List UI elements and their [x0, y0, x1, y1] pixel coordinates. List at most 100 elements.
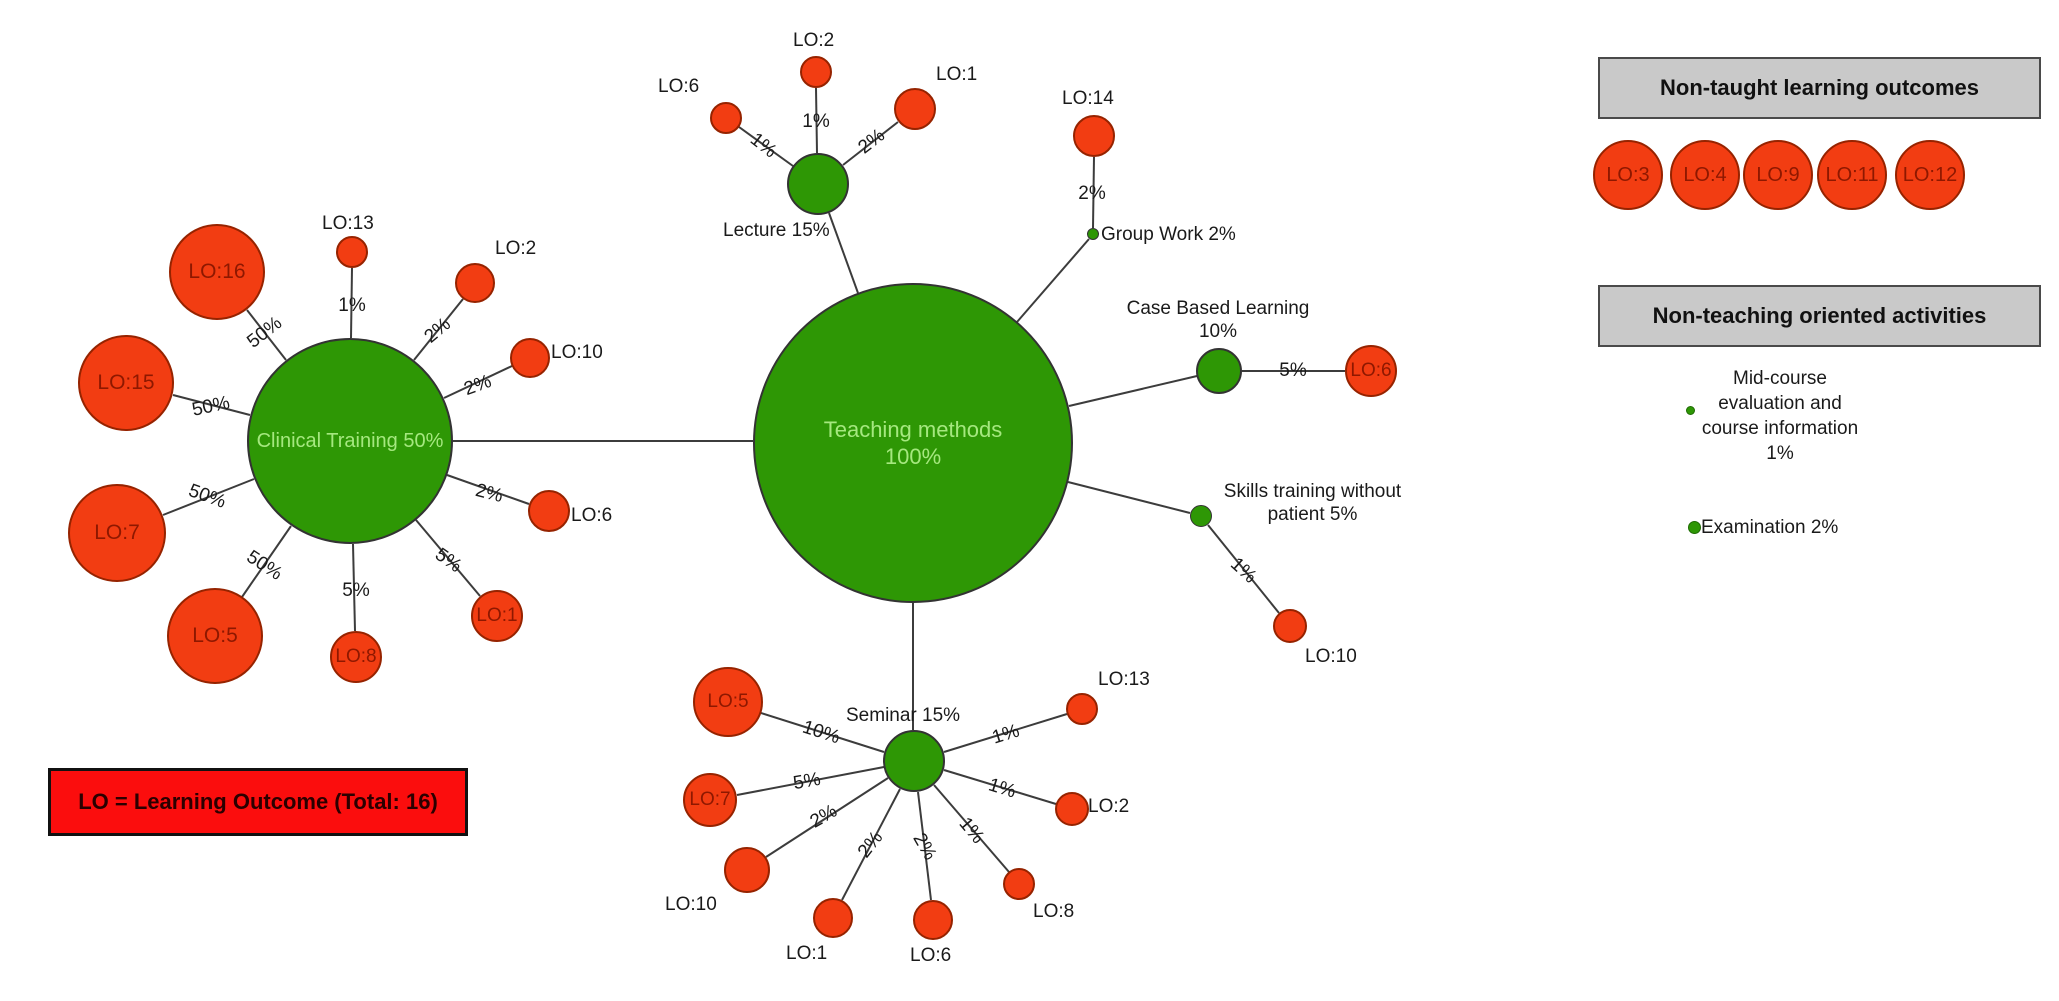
lecture-lo2-weight: 1%	[802, 111, 830, 132]
non-taught-title: Non-taught learning outcomes	[1660, 75, 1979, 100]
clinical-lo7-label: LO:7	[94, 521, 140, 544]
link-seminar-lo8	[933, 784, 1010, 873]
group-work-node	[1087, 228, 1099, 240]
link-skills-lo10	[1207, 524, 1280, 614]
link-lecture-lo6	[738, 126, 794, 167]
skills-lo10-caption: LO:10	[1305, 646, 1357, 667]
legend-lo12-node: LO:12	[1895, 140, 1965, 210]
seminar-lo6-caption: LO:6	[910, 945, 952, 966]
mid-course-label: Mid-course evaluation and course informa…	[1701, 368, 1859, 465]
lecture-lo6-caption: LO:6	[658, 76, 700, 97]
seminar-lo6-node	[913, 900, 953, 940]
seminar-lo13-node	[1066, 693, 1098, 725]
clinical-training-label: Clinical Training 50%	[256, 429, 444, 452]
non-taught-header: Non-taught learning outcomes	[1598, 57, 2041, 119]
examination-dot	[1688, 521, 1701, 534]
seminar-lo7-weight: 5%	[791, 768, 823, 795]
link-groupwork-lo14	[1092, 156, 1095, 229]
clinical-training-node: Clinical Training 50%	[247, 338, 453, 544]
legend-lo9-label: LO:9	[1756, 163, 1800, 186]
seminar-lo1-caption: LO:1	[786, 943, 828, 964]
clinical-lo2-node	[455, 263, 495, 303]
teaching-methods-label: Teaching methods 100%	[823, 416, 1003, 470]
clinical-lo1-label: LO:1	[476, 605, 518, 626]
groupwork-lo14-node	[1073, 115, 1115, 157]
clinical-lo13-node	[336, 236, 368, 268]
lecture-label: Lecture 15%	[723, 220, 830, 241]
skills-training-label: Skills training without patient 5%	[1223, 481, 1402, 526]
seminar-lo5-label: LO:5	[707, 691, 749, 712]
link-clinical-lo8	[352, 543, 356, 632]
link-clinical-lo2	[413, 298, 464, 361]
clinical-lo8-weight: 5%	[342, 580, 370, 601]
legend-lo11-label: LO:11	[1825, 163, 1879, 186]
casebased-lo6-node: LO:6	[1345, 345, 1397, 397]
skills-lo10-node	[1273, 609, 1307, 643]
legend-lo12-label: LO:12	[1902, 163, 1958, 186]
lo-note-text: LO = Learning Outcome (Total: 16)	[78, 789, 438, 814]
non-teaching-title: Non-teaching oriented activities	[1652, 303, 1987, 328]
link-seminar-lo2	[943, 769, 1057, 805]
lecture-lo2-node	[800, 56, 832, 88]
link-clinical-lo15	[172, 394, 251, 416]
seminar-lo8-node	[1003, 868, 1035, 900]
mid-course-dot	[1686, 406, 1695, 415]
link-seminar-lo10	[765, 777, 889, 858]
link-clinical-lo5	[241, 525, 292, 598]
seminar-lo2-node	[1055, 792, 1089, 826]
link-seminar-lo7	[736, 766, 885, 796]
link-seminar-lo6	[917, 791, 932, 901]
lecture-node	[787, 153, 849, 215]
lecture-lo1-caption: LO:1	[936, 64, 978, 85]
clinical-lo10-caption: LO:10	[551, 342, 603, 363]
link-lecture-lo1	[842, 121, 899, 166]
casebased-lo6-weight: 5%	[1279, 360, 1307, 381]
group-work-label: Group Work 2%	[1101, 224, 1236, 245]
legend-lo9-node: LO:9	[1743, 140, 1813, 210]
link-clinical-lo6	[446, 474, 530, 505]
clinical-lo13-caption: LO:13	[322, 213, 374, 234]
case-based-label: Case Based Learning 10%	[1126, 298, 1310, 343]
teaching-methods-node: Teaching methods 100%	[753, 283, 1073, 603]
seminar-lo7-node: LO:7	[683, 773, 737, 827]
lecture-lo2-caption: LO:2	[793, 30, 835, 51]
non-teaching-header: Non-teaching oriented activities	[1598, 285, 2041, 347]
casebased-lo6-label: LO:6	[1350, 360, 1392, 381]
clinical-lo15-node: LO:15	[78, 335, 174, 431]
groupwork-lo14-weight: 2%	[1078, 183, 1106, 204]
clinical-lo8-label: LO:8	[335, 646, 377, 667]
clinical-lo13-weight: 1%	[338, 295, 366, 316]
clinical-lo1-node: LO:1	[471, 590, 523, 642]
seminar-lo10-caption: LO:10	[665, 894, 717, 915]
clinical-lo5-label: LO:5	[192, 624, 238, 647]
clinical-lo16-node: LO:16	[169, 224, 265, 320]
legend-lo4-label: LO:4	[1683, 163, 1727, 186]
clinical-lo6-caption: LO:6	[571, 505, 613, 526]
clinical-lo15-label: LO:15	[97, 371, 155, 394]
legend-lo3-node: LO:3	[1593, 140, 1663, 210]
clinical-lo8-node: LO:8	[330, 631, 382, 683]
skills-training-node	[1190, 505, 1212, 527]
clinical-lo7-node: LO:7	[68, 484, 166, 582]
link-seminar-lo13	[943, 713, 1068, 753]
legend-lo3-label: LO:3	[1606, 163, 1650, 186]
lecture-lo6-node	[710, 102, 742, 134]
clinical-lo16-label: LO:16	[188, 260, 246, 283]
lecture-lo1-node	[894, 88, 936, 130]
seminar-node	[883, 730, 945, 792]
legend-lo11-node: LO:11	[1817, 140, 1887, 210]
examination-label: Examination 2%	[1701, 517, 1839, 538]
seminar-label: Seminar 15%	[846, 705, 961, 726]
link-clinical-lo10	[443, 365, 513, 399]
link-clinical-lo13	[350, 267, 353, 339]
clinical-lo2-caption: LO:2	[495, 238, 537, 259]
link-clinical-lo16	[246, 309, 287, 361]
link-seminar-lo1	[841, 788, 901, 901]
clinical-lo5-node: LO:5	[167, 588, 263, 684]
link-teaching-casebased	[1068, 375, 1198, 407]
seminar-lo5-node: LO:5	[693, 667, 763, 737]
clinical-lo10-node	[510, 338, 550, 378]
seminar-lo1-node	[813, 898, 853, 938]
